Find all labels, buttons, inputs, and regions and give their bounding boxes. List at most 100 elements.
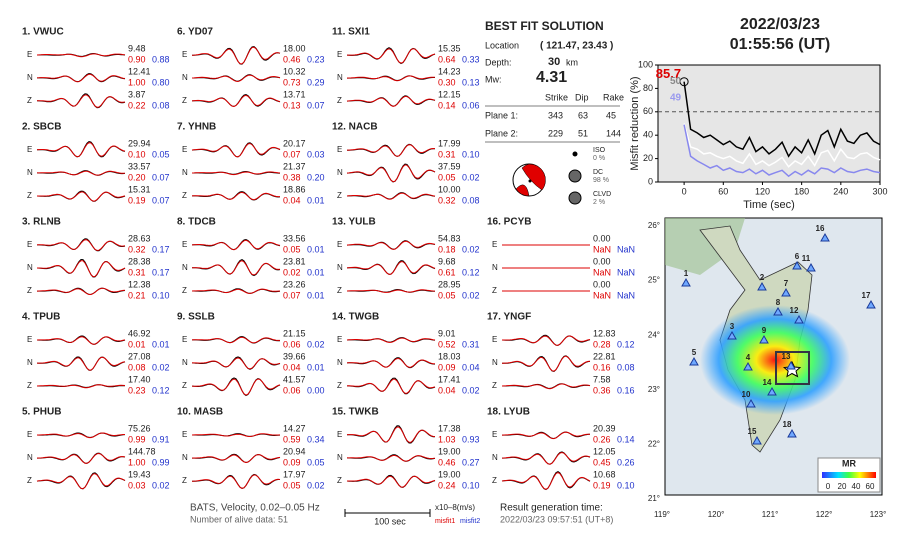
synthetic-trace bbox=[346, 95, 436, 107]
amplitude: 41.57 bbox=[283, 374, 306, 384]
misfit2: 0.08 bbox=[462, 195, 480, 205]
component-label: N bbox=[27, 168, 33, 177]
station-number: 15 bbox=[748, 427, 757, 436]
station-number: 7 bbox=[784, 279, 789, 288]
misfit2: 0.27 bbox=[462, 457, 480, 467]
component-label: N bbox=[337, 168, 343, 177]
amplitude: 14.23 bbox=[438, 66, 461, 76]
amplitude: 28.63 bbox=[128, 233, 151, 243]
misfit1: 0.04 bbox=[283, 362, 301, 372]
station-marker bbox=[787, 428, 797, 438]
misfit1: 0.22 bbox=[128, 100, 146, 110]
amplitude: 17.97 bbox=[283, 469, 306, 479]
y-tick-label: 0 bbox=[648, 176, 653, 186]
component-label: E bbox=[492, 335, 497, 344]
units: x10–8(m/s) bbox=[435, 503, 475, 512]
synthetic-trace bbox=[502, 335, 591, 346]
misfit1: 0.90 bbox=[128, 54, 146, 64]
synthetic-trace bbox=[37, 170, 125, 176]
gen-label: Result generation time: bbox=[500, 503, 603, 514]
station-title: 3. RLNB bbox=[22, 217, 61, 228]
filter: BATS, Velocity, 0.02–0.05 Hz bbox=[190, 503, 320, 514]
misfit-line bbox=[683, 124, 881, 178]
amplitude: 12.05 bbox=[593, 446, 616, 456]
misfit2: 0.02 bbox=[152, 362, 170, 372]
misfit1: 0.09 bbox=[283, 457, 301, 467]
misfit2: 0.00 bbox=[307, 385, 325, 395]
colorbar-title: MR bbox=[842, 458, 856, 468]
misfit2: 0.13 bbox=[462, 77, 480, 87]
component-label: N bbox=[337, 73, 343, 82]
misfit2: NaN bbox=[617, 244, 635, 254]
component-icon bbox=[572, 151, 578, 157]
component-label: E bbox=[337, 145, 342, 154]
station-title: 17. YNGF bbox=[487, 312, 531, 323]
misfit1: 0.02 bbox=[283, 267, 301, 277]
component-label: Z bbox=[27, 476, 32, 485]
misfit1: 1.00 bbox=[128, 77, 146, 87]
amplitude: 28.95 bbox=[438, 279, 461, 289]
station-number: 3 bbox=[730, 322, 735, 331]
misfit2: 0.80 bbox=[152, 77, 170, 87]
station-title: 4. TPUB bbox=[22, 312, 60, 323]
station-marker bbox=[757, 281, 767, 291]
station-title: 8. TDCB bbox=[177, 217, 216, 228]
component-label: N bbox=[492, 358, 498, 367]
y-tick-label: 80 bbox=[643, 83, 653, 93]
amplitude: 17.99 bbox=[438, 138, 461, 148]
x-axis-label: Time (sec) bbox=[743, 199, 795, 211]
amplitude: 12.15 bbox=[438, 89, 461, 99]
component-percent: 2 % bbox=[593, 199, 605, 206]
component-percent: 0 % bbox=[593, 155, 605, 162]
misfit2: 0.10 bbox=[152, 290, 170, 300]
station-marker bbox=[781, 287, 791, 297]
misfit1: 0.05 bbox=[283, 244, 301, 254]
component-label: Z bbox=[337, 191, 342, 200]
misfit2: 0.88 bbox=[152, 54, 170, 64]
amplitude: 17.40 bbox=[128, 374, 151, 384]
synthetic-trace bbox=[191, 239, 281, 251]
amplitude: 21.37 bbox=[283, 161, 306, 171]
misfit2: 0.12 bbox=[462, 267, 480, 277]
amplitude: 17.41 bbox=[438, 374, 461, 384]
amplitude: 10.68 bbox=[593, 469, 616, 479]
misfit2: NaN bbox=[617, 290, 635, 300]
y-tick-label: 100 bbox=[638, 59, 653, 69]
misfit1: 0.10 bbox=[128, 149, 146, 159]
misfit2: 0.17 bbox=[152, 244, 170, 254]
amplitude: 17.38 bbox=[438, 423, 461, 433]
component-label: E bbox=[492, 430, 497, 439]
station-number: 4 bbox=[746, 353, 751, 362]
plane-column: Strike bbox=[545, 92, 568, 102]
amplitude: 19.43 bbox=[128, 469, 151, 479]
component-name: DC bbox=[593, 169, 603, 176]
synthetic-trace bbox=[346, 337, 436, 343]
component-label: Z bbox=[182, 96, 187, 105]
component-label: N bbox=[182, 453, 188, 462]
synthetic-trace bbox=[347, 48, 436, 64]
synthetic-trace bbox=[37, 191, 126, 202]
station-marker bbox=[689, 356, 699, 366]
misfit2: 0.07 bbox=[307, 100, 325, 110]
component-label: E bbox=[182, 145, 187, 154]
misfit2: 0.31 bbox=[462, 339, 480, 349]
misfit2: 0.26 bbox=[617, 457, 635, 467]
amplitude: 37.59 bbox=[438, 161, 461, 171]
amplitude: 14.27 bbox=[283, 423, 306, 433]
lat-label: 23° bbox=[648, 385, 660, 394]
component-label: N bbox=[337, 358, 343, 367]
colorbar-tick: 20 bbox=[838, 482, 847, 491]
station-marker bbox=[794, 314, 804, 324]
component-label: E bbox=[27, 335, 32, 344]
synthetic-trace bbox=[37, 432, 125, 439]
colorbar-tick: 60 bbox=[866, 482, 875, 491]
misfit2: NaN bbox=[617, 267, 635, 277]
misfit1: 0.32 bbox=[128, 244, 146, 254]
best-box bbox=[775, 351, 810, 385]
station-marker bbox=[806, 262, 816, 272]
component-label: N bbox=[182, 358, 188, 367]
synthetic-trace bbox=[191, 288, 281, 294]
mw: 4.31 bbox=[536, 69, 567, 86]
scale-label: 100 sec bbox=[374, 516, 406, 526]
